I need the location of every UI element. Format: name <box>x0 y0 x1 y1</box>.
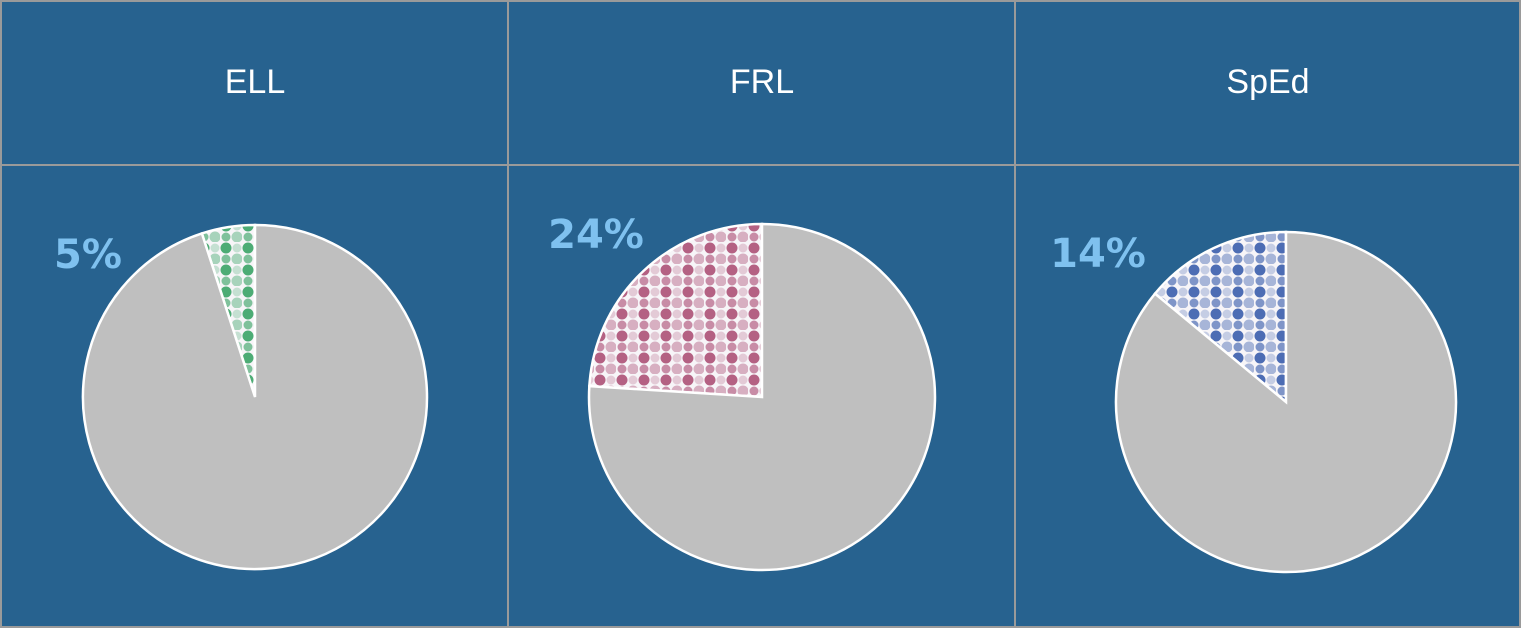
pie-slice <box>81 223 429 571</box>
chart-title: FRL <box>730 63 794 101</box>
chart-title: SpEd <box>1226 63 1309 101</box>
value-label: 5% <box>54 232 122 278</box>
value-label: 14% <box>1050 231 1146 277</box>
pie-slice <box>587 222 937 572</box>
chart-title: ELL <box>225 63 286 101</box>
pie-slice <box>588 222 764 399</box>
pie-slice <box>1114 230 1458 574</box>
value-label: 24% <box>548 212 644 258</box>
pie-slice <box>1153 230 1288 405</box>
